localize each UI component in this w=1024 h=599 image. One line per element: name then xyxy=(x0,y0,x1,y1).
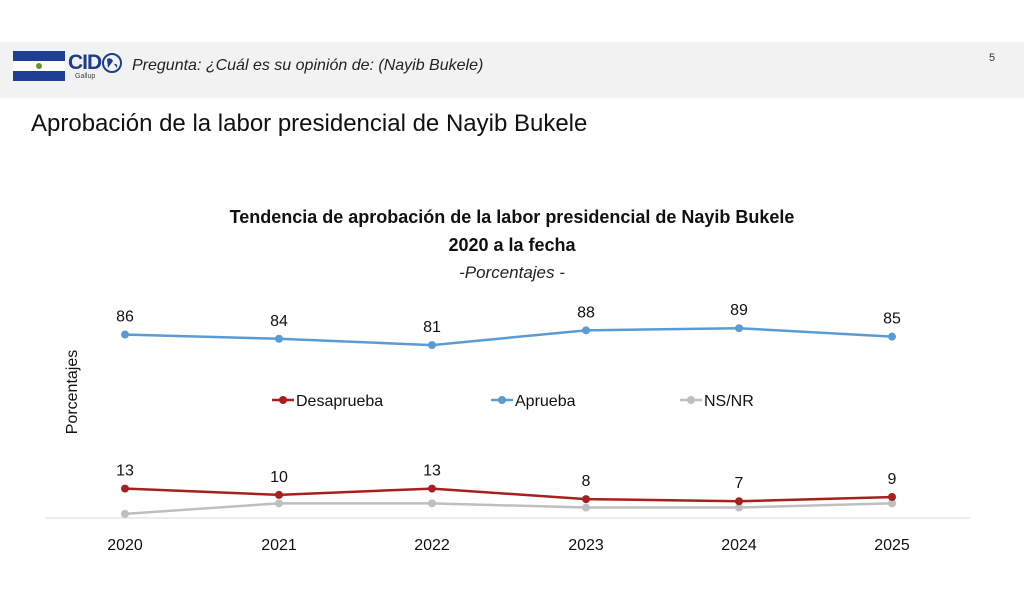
data-label: 7 xyxy=(735,475,744,492)
data-point xyxy=(275,499,283,508)
x-tick-label-2020: 2020 xyxy=(107,537,143,554)
data-point xyxy=(428,341,436,350)
chart-title-line2: 2020 a la fecha xyxy=(448,235,576,255)
data-point xyxy=(735,503,743,512)
data-label: 13 xyxy=(423,463,441,480)
data-label: 81 xyxy=(423,319,441,336)
data-point xyxy=(582,503,590,512)
data-point xyxy=(121,509,129,518)
series-line-desaprueba xyxy=(124,487,893,503)
data-point xyxy=(121,484,129,493)
data-point xyxy=(428,499,436,508)
logo-text: CID xyxy=(68,51,102,74)
data-point xyxy=(582,326,590,335)
data-point xyxy=(582,495,590,504)
data-point xyxy=(888,493,896,502)
data-point xyxy=(121,330,129,339)
series-line-nsnr xyxy=(124,502,893,516)
data-point xyxy=(888,332,896,341)
data-label: 9 xyxy=(888,471,897,488)
chart-subtitle: -Porcentajes - xyxy=(459,263,565,282)
legend-marker xyxy=(279,396,287,404)
globe-icon xyxy=(102,53,122,73)
el-salvador-flag-icon xyxy=(13,51,65,81)
legend-entry: Aprueba xyxy=(515,393,576,410)
legend-marker xyxy=(687,396,695,404)
slide-header: CID Gallup Pregunta: ¿Cuál es su opinión… xyxy=(0,42,1024,98)
legend-marker xyxy=(498,396,506,404)
page-number: 5 xyxy=(989,52,996,64)
x-tick-label-2025: 2025 xyxy=(874,537,910,554)
series-line-aprueba xyxy=(124,326,893,347)
data-point xyxy=(275,490,283,499)
question-text: Pregunta: ¿Cuál es su opinión de: (Nayib… xyxy=(132,57,484,74)
logo-subtext: Gallup xyxy=(75,73,96,80)
data-label: 84 xyxy=(270,313,288,330)
data-point xyxy=(275,334,283,343)
slide-title: Aprobación de la labor presidencial de N… xyxy=(31,110,588,137)
data-label: 89 xyxy=(730,302,748,319)
x-tick-label-2024: 2024 xyxy=(721,537,757,554)
chart-title: Tendencia de aprobación de la labor pres… xyxy=(229,207,795,227)
x-tick-label-2022: 2022 xyxy=(414,537,450,554)
data-point xyxy=(735,324,743,333)
data-point xyxy=(735,497,743,506)
legend-entry: NS/NR xyxy=(704,393,754,410)
data-label: 10 xyxy=(270,469,288,486)
data-label: 13 xyxy=(116,463,134,480)
legend-entry: Desaprueba xyxy=(296,393,383,410)
y-axis-label: Porcentajes xyxy=(64,350,81,435)
x-tick-label-2023: 2023 xyxy=(568,537,604,554)
data-label: 8 xyxy=(582,473,591,490)
data-point xyxy=(428,484,436,493)
data-point xyxy=(888,499,896,508)
data-label: 85 xyxy=(883,311,901,328)
data-label: 86 xyxy=(116,309,134,326)
data-label: 88 xyxy=(577,304,595,321)
x-tick-label-2021: 2021 xyxy=(261,537,297,554)
